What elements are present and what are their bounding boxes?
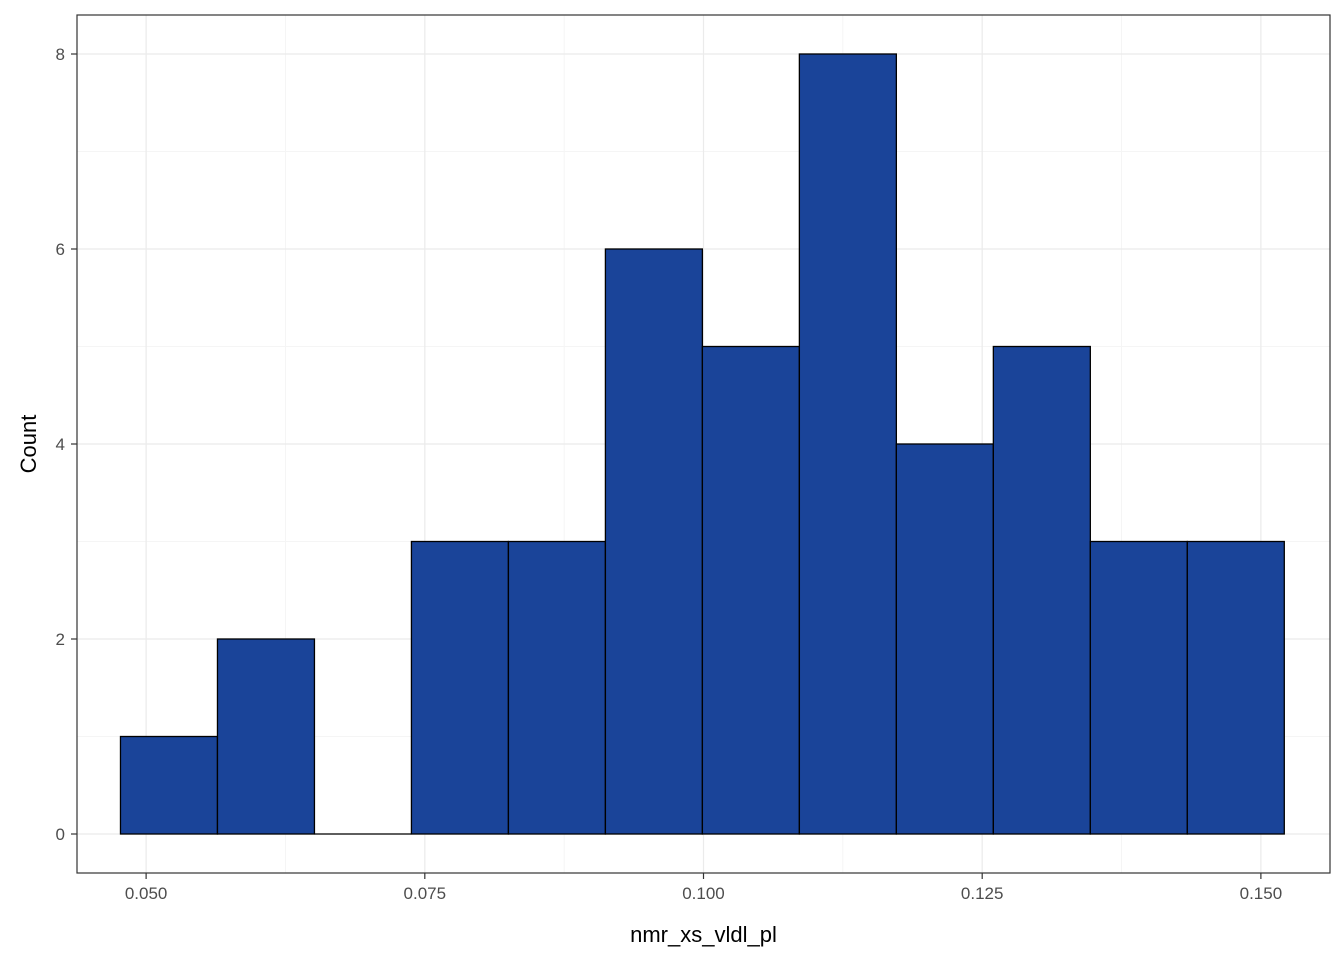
y-tick-label: 2 bbox=[56, 630, 65, 649]
histogram-bar bbox=[604, 248, 704, 835]
x-axis: 0.050 0.075 0.100 0.125 0.150 bbox=[125, 873, 1282, 903]
y-axis-title: Count bbox=[16, 415, 41, 474]
histogram-bar bbox=[410, 540, 510, 835]
histogram-bar bbox=[992, 345, 1091, 835]
x-axis-title: nmr_xs_vldl_pl bbox=[630, 922, 777, 947]
x-tick-label: 0.100 bbox=[682, 884, 725, 903]
histogram-bar bbox=[1186, 540, 1285, 835]
histogram-bar bbox=[1089, 540, 1188, 835]
x-tick-label: 0.150 bbox=[1240, 884, 1283, 903]
histogram-bar bbox=[119, 735, 219, 835]
y-tick-label: 4 bbox=[56, 435, 65, 454]
histogram-bar bbox=[798, 53, 898, 835]
y-tick-label: 0 bbox=[56, 825, 65, 844]
y-tick-label: 6 bbox=[56, 240, 65, 259]
histogram-bar bbox=[895, 443, 994, 835]
y-tick-label: 8 bbox=[56, 45, 65, 64]
y-axis: 0 2 4 6 8 bbox=[56, 45, 77, 844]
x-tick-label: 0.050 bbox=[125, 884, 168, 903]
histogram-bar bbox=[507, 540, 607, 835]
histogram-bar bbox=[701, 345, 801, 835]
x-tick-label: 0.075 bbox=[404, 884, 447, 903]
x-tick-label: 0.125 bbox=[961, 884, 1004, 903]
histogram-bar bbox=[216, 638, 316, 835]
histogram-bars bbox=[119, 53, 1285, 835]
